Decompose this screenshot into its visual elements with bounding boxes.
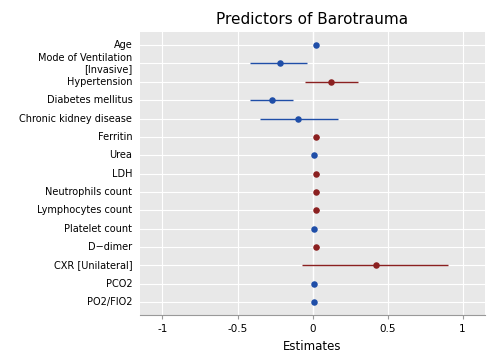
Point (312, 42, 320, 48)
Point (310, 299, 318, 305)
Point (372, 262, 380, 268)
Point (312, 189, 320, 195)
Point (310, 281, 318, 287)
Point (326, 79, 334, 85)
Title: Predictors of Barotrauma: Predictors of Barotrauma (216, 12, 408, 27)
Point (310, 226, 318, 232)
Point (312, 208, 320, 213)
Point (312, 244, 320, 250)
Point (312, 134, 320, 140)
Point (276, 61, 283, 66)
Point (268, 97, 276, 103)
Point (310, 153, 318, 158)
X-axis label: Estimates: Estimates (283, 340, 342, 353)
Point (312, 171, 320, 176)
Point (294, 116, 302, 121)
